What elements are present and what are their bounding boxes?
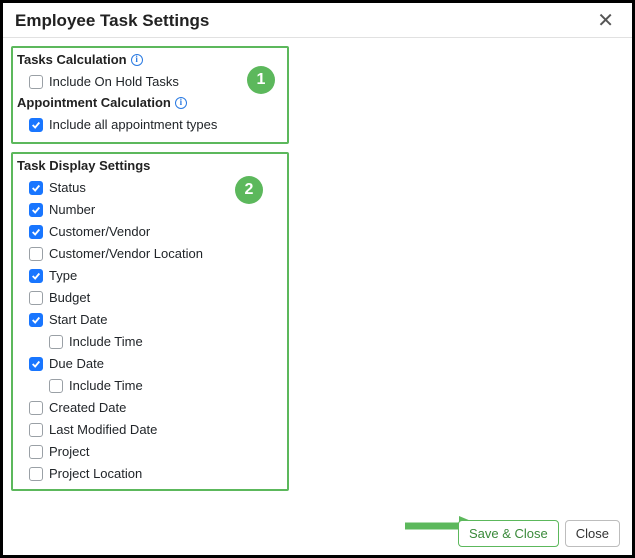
checkbox-include-on-hold[interactable] [29,75,43,89]
row-project: Project [17,441,281,463]
label-project-location: Project Location [49,465,142,483]
checkbox-created-date[interactable] [29,401,43,415]
row-created-date: Created Date [17,397,281,419]
checkbox-number[interactable] [29,203,43,217]
label-due-include-time: Include Time [69,377,143,395]
checkbox-start-include-time[interactable] [49,335,63,349]
row-last-modified: Last Modified Date [17,419,281,441]
label-cv-location: Customer/Vendor Location [49,245,203,263]
section-title-tasks-calculation: Tasks Calculation i [17,52,281,67]
annotation-badge-1: 1 [247,66,275,94]
dialog-content: 1 Tasks Calculation i Include On Hold Ta… [3,38,632,507]
row-customer-vendor: Customer/Vendor [17,221,281,243]
label-include-all-appt: Include all appointment types [49,116,217,134]
label-project: Project [49,443,89,461]
checkbox-include-all-appt[interactable] [29,118,43,132]
dialog-title: Employee Task Settings [15,11,209,31]
row-budget: Budget [17,287,281,309]
row-start-date: Start Date [17,309,281,331]
label-due-date: Due Date [49,355,104,373]
checkbox-project-location[interactable] [29,467,43,481]
group-tasks-appointment: 1 Tasks Calculation i Include On Hold Ta… [11,46,289,144]
checkbox-budget[interactable] [29,291,43,305]
label-created-date: Created Date [49,399,126,417]
group-task-display-settings: 2 Task Display Settings Status Number Cu… [11,152,289,491]
checkbox-type[interactable] [29,269,43,283]
checkbox-due-include-time[interactable] [49,379,63,393]
label-start-include-time: Include Time [69,333,143,351]
checkbox-status[interactable] [29,181,43,195]
task-display-label: Task Display Settings [17,158,150,173]
close-icon[interactable]: ✕ [593,9,618,33]
section-title-task-display: Task Display Settings [17,158,281,173]
checkbox-cv-location[interactable] [29,247,43,261]
checkbox-start-date[interactable] [29,313,43,327]
checkbox-due-date[interactable] [29,357,43,371]
label-number: Number [49,201,95,219]
info-icon[interactable]: i [131,54,143,66]
label-last-modified: Last Modified Date [49,421,157,439]
row-start-include-time: Include Time [17,331,281,353]
info-icon[interactable]: i [175,97,187,109]
label-status: Status [49,179,86,197]
row-cv-location: Customer/Vendor Location [17,243,281,265]
appointment-calculation-label: Appointment Calculation [17,95,171,110]
close-button[interactable]: Close [565,520,620,547]
label-budget: Budget [49,289,90,307]
dialog-footer: Save & Close Close [458,520,620,547]
row-include-all-appt: Include all appointment types [17,114,281,136]
row-due-include-time: Include Time [17,375,281,397]
label-customer-vendor: Customer/Vendor [49,223,150,241]
row-type: Type [17,265,281,287]
annotation-badge-2: 2 [235,176,263,204]
row-project-location: Project Location [17,463,281,485]
tasks-calculation-label: Tasks Calculation [17,52,127,67]
label-type: Type [49,267,77,285]
label-start-date: Start Date [49,311,108,329]
checkbox-last-modified[interactable] [29,423,43,437]
save-close-button[interactable]: Save & Close [458,520,559,547]
dialog-header: Employee Task Settings ✕ [3,3,632,38]
checkbox-project[interactable] [29,445,43,459]
label-include-on-hold: Include On Hold Tasks [49,73,179,91]
checkbox-customer-vendor[interactable] [29,225,43,239]
section-title-appointment-calculation: Appointment Calculation i [17,95,281,110]
row-include-on-hold: Include On Hold Tasks [17,71,281,93]
row-due-date: Due Date [17,353,281,375]
